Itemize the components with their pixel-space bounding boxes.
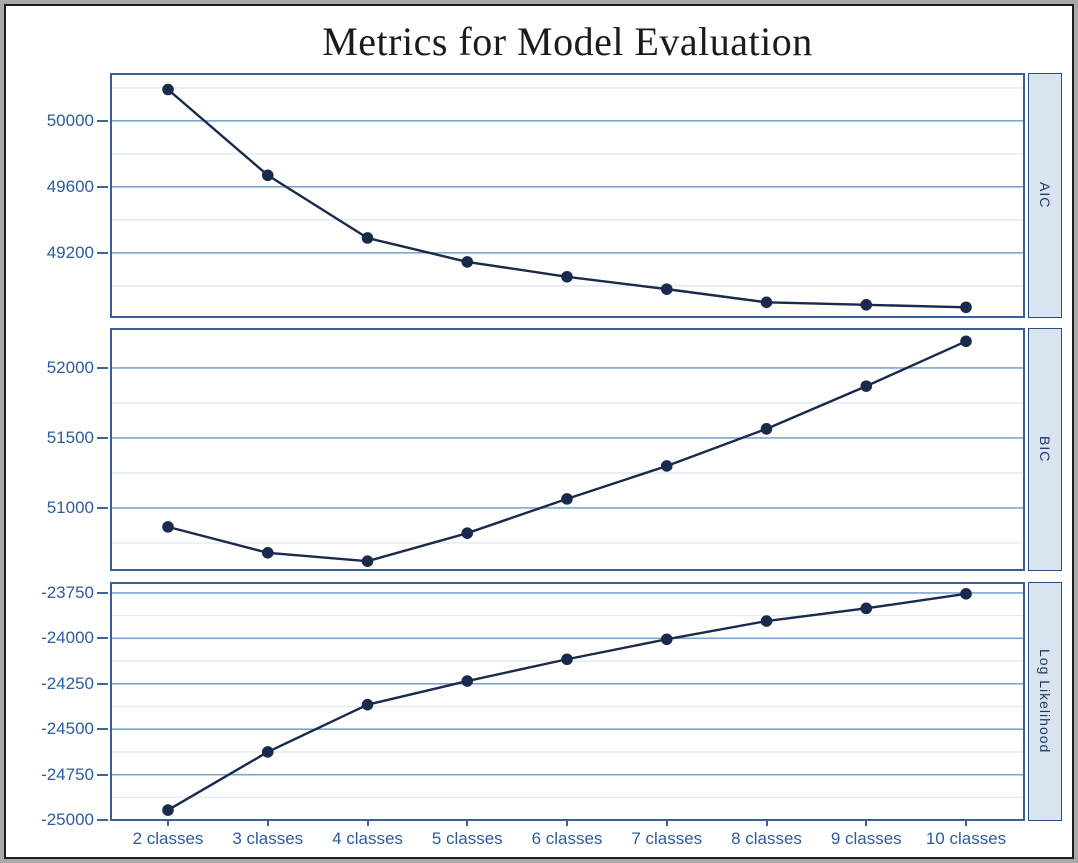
- y-tick-mark-aic-50000: [97, 119, 108, 122]
- chart-title: Metrics for Model Evaluation: [322, 19, 813, 64]
- data-point-log-likelihood-6-classes: [561, 653, 573, 666]
- x-tick-mark-4-classes: [366, 821, 369, 826]
- y-tick-label-log-likelihood--24500: -24500: [41, 719, 94, 739]
- y-tick-label-bic-52000: 52000: [46, 357, 94, 377]
- x-tick-mark-6-classes: [566, 821, 568, 826]
- y-tick-mark-log-likelihood--25000: [97, 819, 108, 822]
- data-point-log-likelihood-2-classes: [162, 804, 174, 816]
- data-line-log-likelihood: [166, 592, 968, 812]
- data-point-aic-8-classes: [760, 296, 773, 309]
- y-tick-mark-bic-52000: [97, 366, 108, 369]
- data-point-bic-6-classes: [561, 493, 573, 505]
- facet-strip-aic: AIC: [1028, 73, 1062, 318]
- data-line-bic: [166, 340, 968, 563]
- y-tick-label-log-likelihood--24000: -24000: [41, 628, 94, 648]
- y-tick-label-bic-51500: 51500: [46, 427, 94, 447]
- data-point-log-likelihood-3-classes: [261, 746, 274, 758]
- y-tick-mark-log-likelihood--24000: [97, 637, 108, 640]
- data-point-bic-5-classes: [461, 527, 474, 539]
- data-point-aic-3-classes: [261, 169, 274, 182]
- y-tick-mark-bic-51500: [97, 436, 108, 439]
- data-point-aic-5-classes: [461, 256, 474, 268]
- data-point-bic-9-classes: [860, 380, 873, 392]
- y-tick-label-log-likelihood--24750: -24750: [41, 764, 94, 784]
- y-tick-label-log-likelihood--23750: -23750: [41, 582, 94, 602]
- data-point-aic-2-classes: [162, 83, 174, 96]
- data-point-aic-10-classes: [960, 301, 972, 314]
- data-point-log-likelihood-9-classes: [860, 602, 873, 615]
- data-point-aic-9-classes: [860, 299, 873, 311]
- x-tick-mark-7-classes: [665, 821, 668, 826]
- data-point-log-likelihood-8-classes: [760, 615, 773, 627]
- x-tick-label-10-classes: 10 classes: [925, 829, 1007, 848]
- data-point-bic-8-classes: [760, 423, 773, 435]
- y-tick-label-aic-49200: 49200: [46, 242, 94, 262]
- facet-strip-log-likelihood: Log Likelihood: [1028, 582, 1062, 821]
- data-point-bic-2-classes: [162, 521, 174, 533]
- y-tick-mark-bic-51000: [97, 506, 108, 509]
- x-tick-mark-2-classes: [167, 821, 169, 826]
- panel-plot-bic: [110, 328, 1025, 571]
- y-tick-mark-aic-49200: [97, 251, 108, 254]
- panel-border-aic: [110, 73, 1025, 318]
- data-point-bic-4-classes: [361, 555, 374, 567]
- facet-strip-bic: BIC: [1028, 328, 1062, 571]
- x-tick-mark-5-classes: [466, 821, 469, 826]
- x-tick-mark-10-classes: [965, 821, 967, 826]
- data-point-bic-7-classes: [660, 460, 673, 472]
- y-tick-mark-log-likelihood--23750: [97, 591, 108, 594]
- data-point-log-likelihood-10-classes: [960, 588, 972, 600]
- data-point-log-likelihood-4-classes: [361, 698, 374, 711]
- x-tick-label-7-classes: 7 classes: [631, 829, 703, 848]
- x-tick-label-5-classes: 5 classes: [431, 829, 503, 848]
- y-tick-mark-log-likelihood--24250: [97, 682, 108, 685]
- x-tick-mark-3-classes: [266, 821, 269, 826]
- data-point-bic-3-classes: [261, 546, 274, 559]
- y-tick-label-log-likelihood--25000: -25000: [41, 810, 94, 830]
- panel-plot-log-likelihood: [110, 582, 1025, 821]
- x-tick-label-8-classes: 8 classes: [731, 829, 802, 848]
- y-tick-label-bic-51000: 51000: [46, 497, 94, 517]
- y-tick-label-aic-50000: 50000: [46, 110, 94, 130]
- x-tick-label-9-classes: 9 classes: [830, 829, 902, 848]
- panel-border-log-likelihood: [110, 582, 1025, 821]
- y-tick-mark-log-likelihood--24500: [97, 728, 108, 731]
- data-point-log-likelihood-7-classes: [660, 633, 673, 646]
- y-tick-mark-log-likelihood--24750: [97, 773, 108, 776]
- x-tick-mark-8-classes: [765, 821, 768, 826]
- data-point-bic-10-classes: [960, 335, 972, 348]
- data-point-aic-7-classes: [660, 283, 673, 295]
- data-point-log-likelihood-5-classes: [461, 675, 474, 687]
- x-tick-label-6-classes: 6 classes: [531, 829, 603, 848]
- panel-border-bic: [110, 328, 1025, 571]
- x-tick-mark-9-classes: [865, 821, 868, 826]
- x-tick-label-3-classes: 3 classes: [232, 829, 304, 848]
- data-point-aic-4-classes: [361, 232, 374, 244]
- panel-plot-aic: [110, 73, 1025, 318]
- y-tick-label-aic-49600: 49600: [46, 176, 94, 196]
- facet-strip-label-aic: AIC: [1037, 182, 1053, 209]
- facet-strip-label-bic: BIC: [1037, 436, 1053, 463]
- x-tick-label-2-classes: 2 classes: [132, 829, 204, 848]
- y-tick-label-log-likelihood--24250: -24250: [41, 673, 94, 693]
- facet-strip-label-log-likelihood: Log Likelihood: [1037, 649, 1053, 754]
- data-point-aic-6-classes: [561, 270, 573, 283]
- x-tick-label-4-classes: 4 classes: [332, 829, 403, 848]
- y-tick-mark-aic-49600: [97, 185, 108, 188]
